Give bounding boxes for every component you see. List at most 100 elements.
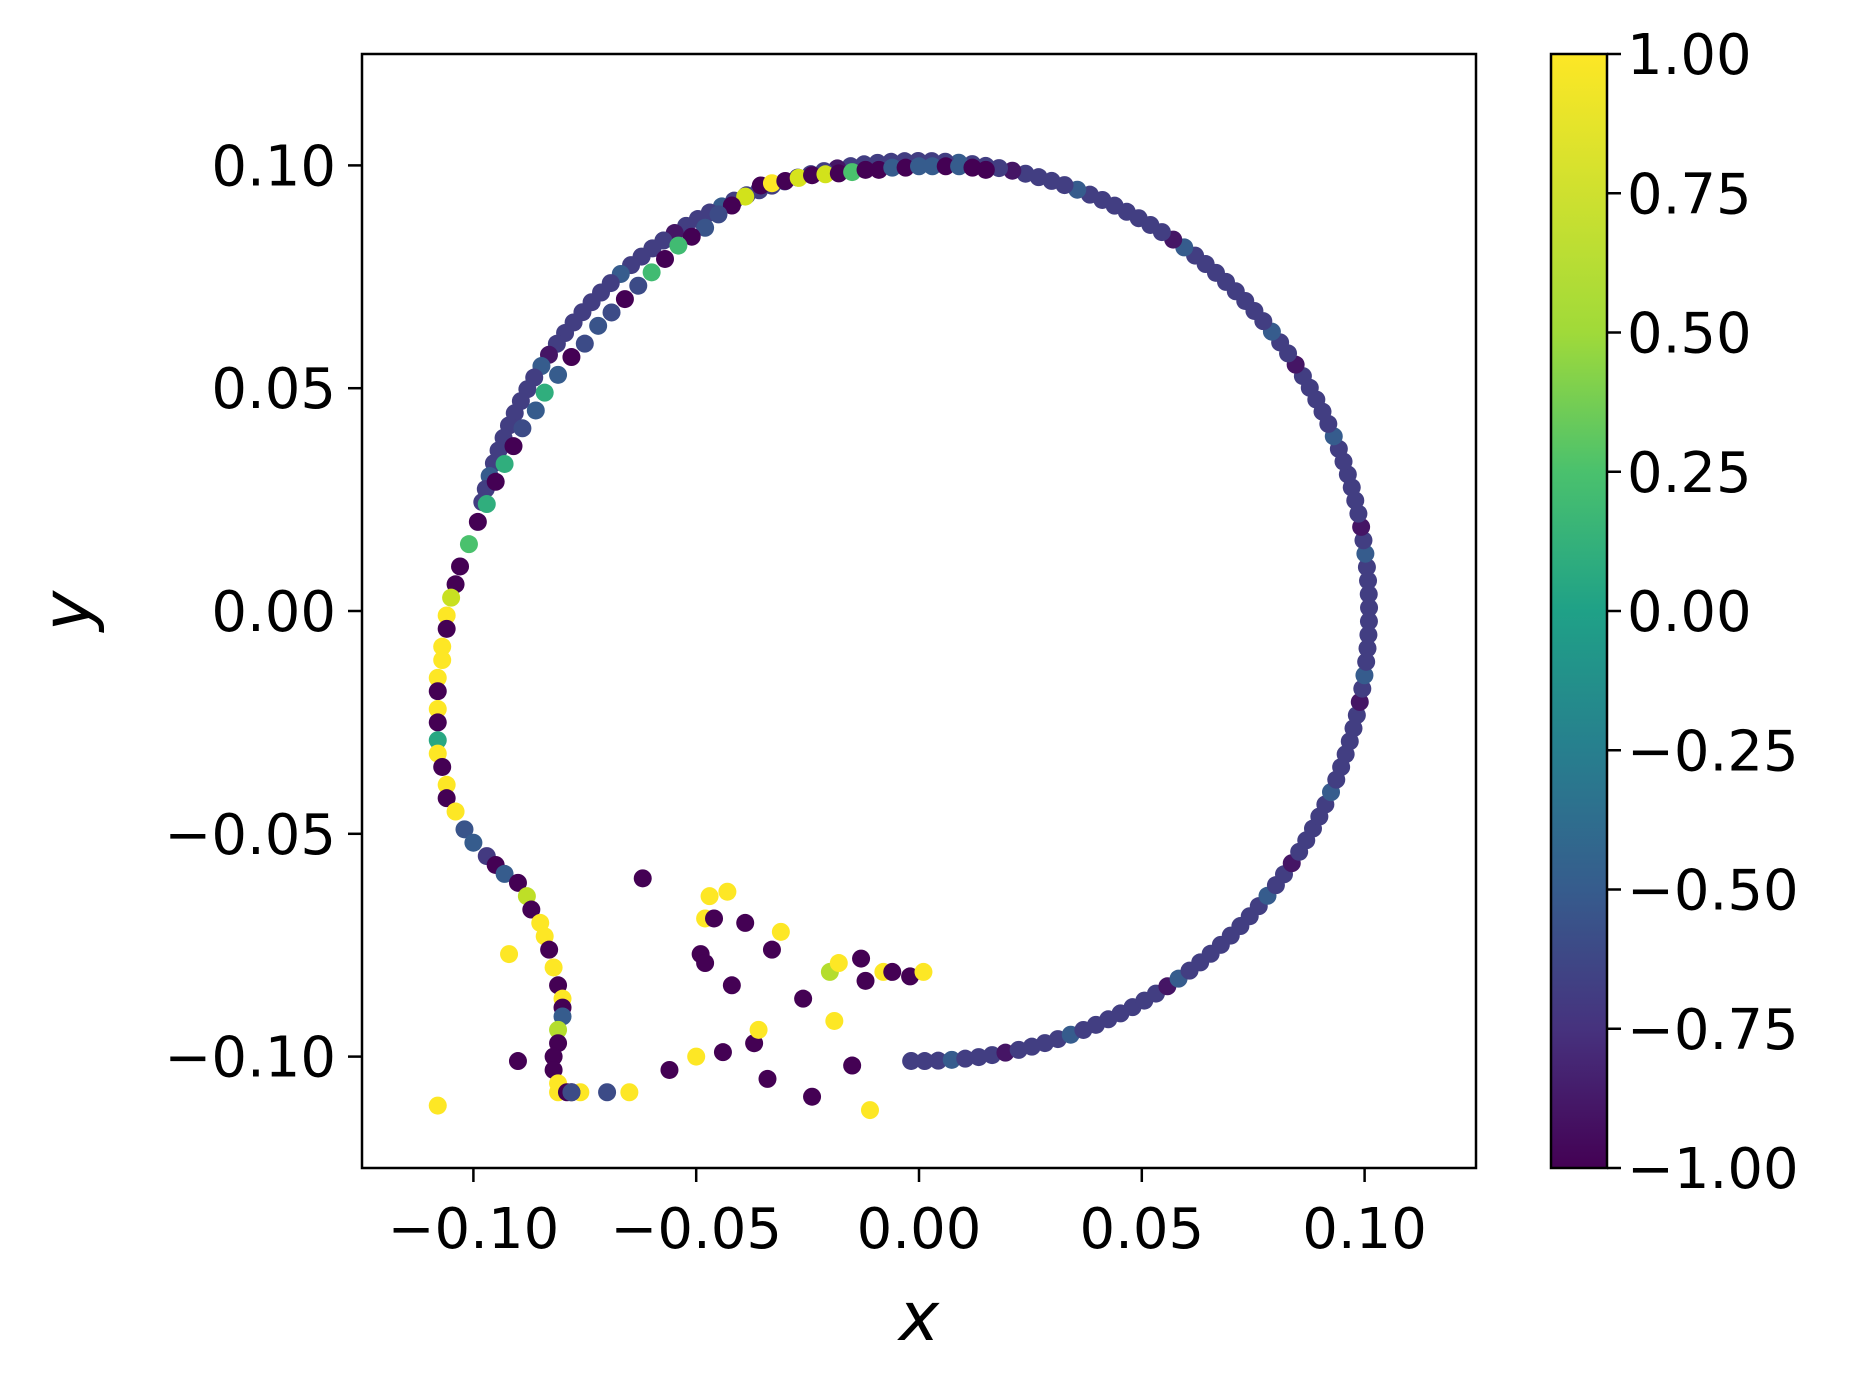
scatter-point [535,383,554,402]
scatter-point [495,864,514,883]
x-tick-label: 0.00 [857,1197,982,1262]
scatter-point [602,303,621,322]
scatter-point [428,713,447,732]
scatter-point [856,971,875,990]
ring-point [1357,558,1376,577]
scatter-point [629,276,648,295]
ring-point [983,1046,1002,1065]
scatter-point [718,882,737,901]
ring-point [1359,625,1378,644]
ring-point [942,1050,961,1069]
scatter-point [869,160,888,179]
colorbar [1549,52,1609,1170]
scatter-point [660,1060,679,1079]
y-tick-label: 0.00 [211,580,336,645]
scatter-point [500,945,519,964]
ring-point [1359,585,1378,604]
scatter-point [749,1020,768,1039]
scatter-point [803,166,822,185]
scatter-point [914,962,933,981]
scatter-point [633,869,652,888]
y-tick-label: −0.10 [164,1026,336,1091]
scatter-point [598,1083,617,1102]
scatter-point [575,334,594,353]
ring-point [1354,531,1373,550]
scatter-point [433,757,452,776]
scatter-point [433,651,452,670]
y-tick-label: 0.05 [211,357,336,422]
scatter-point [789,168,808,187]
scatter-point [860,1101,879,1120]
scatter-point [549,365,568,384]
colorbar-tick-label: −0.50 [1627,859,1799,924]
scatter-point [446,802,465,821]
scatter-point [722,976,741,995]
y-tick-label: −0.05 [164,803,336,868]
scatter-point [464,833,483,852]
ring-point [1358,639,1377,658]
scatter-point [428,731,447,750]
y-axis-label: y [28,590,107,633]
scatter-point [896,158,915,177]
scatter-point [803,1087,822,1106]
scatter-point [910,157,928,176]
ring-point [915,1052,934,1071]
scatter-point [843,163,862,182]
scatter-point [976,160,995,179]
scatter-point [825,1011,844,1030]
scatter-point [540,940,559,959]
ring-point [902,1051,921,1070]
x-axis: −0.10 −0.05 0.00 0.05 0.10 [388,1168,1427,1262]
colorbar-tick-label: 0.00 [1627,580,1752,645]
x-tick-label: −0.05 [610,1197,782,1262]
scatter-point [829,954,848,973]
scatter-point [437,775,456,794]
ring-point [1359,571,1378,590]
scatter-point [544,958,563,977]
colorbar-tick-label: 0.25 [1627,441,1752,506]
scatter-point [504,437,523,456]
plot-area-frame [360,52,1478,1170]
scatter-point [455,820,474,839]
scatter-point [459,535,478,554]
scatter-point [433,637,452,656]
ring-point [990,159,1009,178]
colorbar-tick-label: −1.00 [1627,1137,1799,1202]
scatter-point [696,954,715,973]
scatter-point [468,512,487,531]
scatter-point [642,263,661,282]
scatter-point [843,1056,862,1075]
ring-point [1356,544,1375,563]
scatter-point [549,1020,568,1039]
scatter-point [687,1047,706,1066]
ring-point [1357,652,1376,671]
ring-point [1359,612,1378,631]
scatter-point [495,454,514,473]
ring-point [956,1049,975,1068]
scatter-point [696,218,715,237]
scatter-point [762,940,781,959]
scatter-point [856,160,875,179]
scatter-point [771,922,790,941]
scatter-point [852,949,871,968]
scatter-point [758,1069,777,1088]
colorbar-axis: −1.00 −0.75 −0.50 −0.25 0.00 0.25 0.50 0.75 1.00 [1607,23,1799,1202]
ring-point [1350,692,1369,711]
scatter-point [508,873,527,892]
scatter-point [950,157,969,176]
y-axis: −0.10 −0.05 0.00 0.05 0.10 [164,134,362,1091]
scatter-point [963,158,982,177]
scatter-point [620,1083,639,1102]
scatter-point [428,668,447,687]
scatter-point [589,316,608,335]
scatter-point [709,205,728,224]
scatter-point [936,157,955,176]
ring-point [1355,666,1374,685]
ring-point [1353,679,1372,698]
scatter-point [722,196,741,215]
scatter-point [562,348,581,367]
scatter-point [513,419,532,438]
scatter-point [615,290,634,309]
scatter-points [428,151,1379,1120]
